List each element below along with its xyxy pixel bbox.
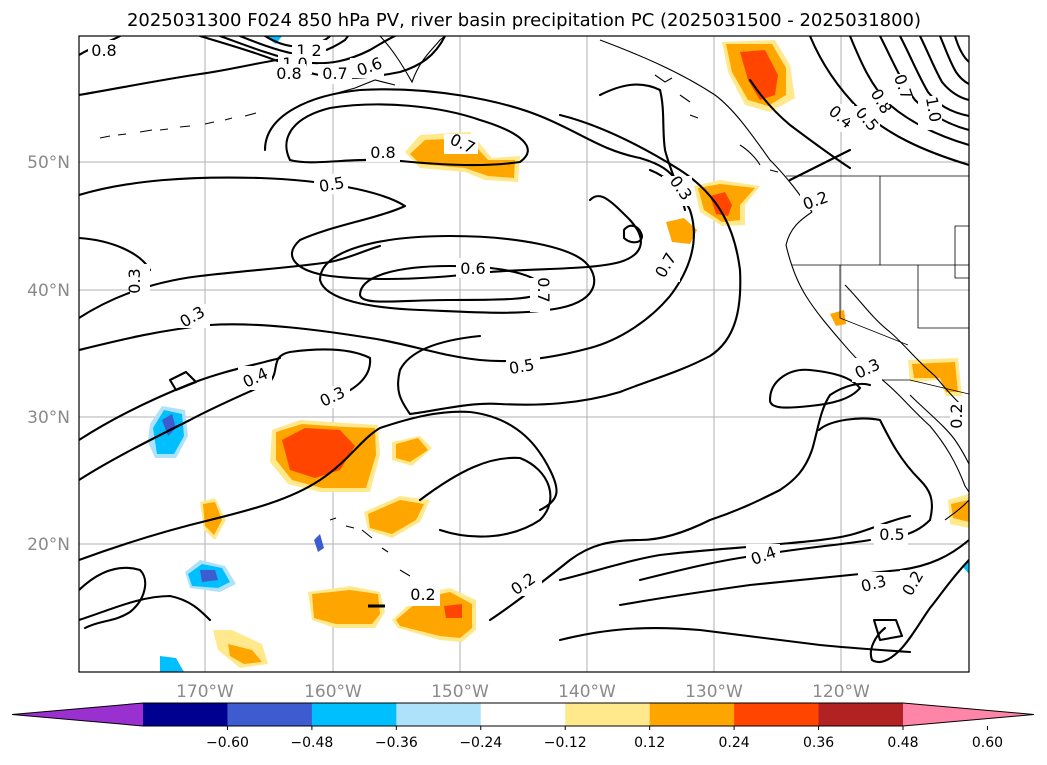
colorbar-tick-label: 0.36 [803,735,834,751]
colorbar-tick-label: −0.48 [290,735,333,751]
colorbar-tick-label: 0.12 [634,735,665,751]
y-tick-label: 50°N [27,153,70,173]
colorbar-tick-label: 0.24 [719,735,750,751]
contour-label: 0.7 [322,64,347,83]
x-tick-label: 160°W [304,682,362,702]
contour-label: 0.6 [460,259,485,278]
colorbar-segment [396,703,482,726]
colorbar-segment [649,703,735,726]
contour-label: 0.2 [410,585,435,604]
map-title: 2025031300 F024 850 hPa PV, river basin … [127,10,921,31]
y-axis: 50°N 40°N 30°N 20°N [27,153,70,555]
contour-label: 0.3 [125,268,144,293]
colorbar-segment [734,703,820,726]
colorbar-tick-label: −0.24 [459,735,502,751]
colorbar-tick-label: 0.60 [972,735,1003,751]
colorbar-segment [565,703,651,726]
coastlines [99,36,969,608]
colorbar-segment [143,703,228,726]
colorbar-segment [818,703,904,726]
colorbar-extend-high [903,703,1034,726]
contour-label: 0.5 [879,525,904,544]
contour-label: 0.5 [508,355,536,378]
colorbar-segment [480,703,566,726]
colorbar-tick-label: 0.48 [887,735,918,751]
contour-label: 0.8 [91,41,116,60]
colorbar-tick-label: −0.36 [375,735,418,751]
contour-label: 0.8 [276,64,301,83]
colorbar-segment [311,703,397,726]
contour-label: 0.2 [947,403,966,428]
colorbar-segment [227,703,313,726]
x-tick-label: 140°W [558,682,616,702]
precip-fills [148,36,969,672]
x-tick-label: 150°W [431,682,489,702]
contour-label: 0.8 [370,143,395,162]
y-tick-label: 20°N [27,535,70,555]
y-tick-label: 30°N [27,408,70,428]
colorbar-outline [11,702,1035,727]
y-tick-label: 40°N [27,281,70,301]
x-tick-label: 120°W [812,682,870,702]
contour-label: 0.7 [534,277,553,302]
contour-label: 0.5 [318,173,346,196]
x-axis: 170°W 160°W 150°W 140°W 130°W 120°W [176,682,870,702]
contour-label: 1.0 [922,95,945,123]
colorbar: −0.60 −0.48 −0.36 −0.24 −0.12 0.12 0.24 0.36 0.4… [11,702,1035,751]
colorbar-tick-label: −0.12 [544,735,587,751]
map-frame [78,35,970,673]
colorbar-tick-label: −0.60 [206,735,249,751]
x-tick-label: 130°W [685,682,743,702]
colorbar-extend-low [12,703,143,726]
x-tick-label: 170°W [176,682,234,702]
